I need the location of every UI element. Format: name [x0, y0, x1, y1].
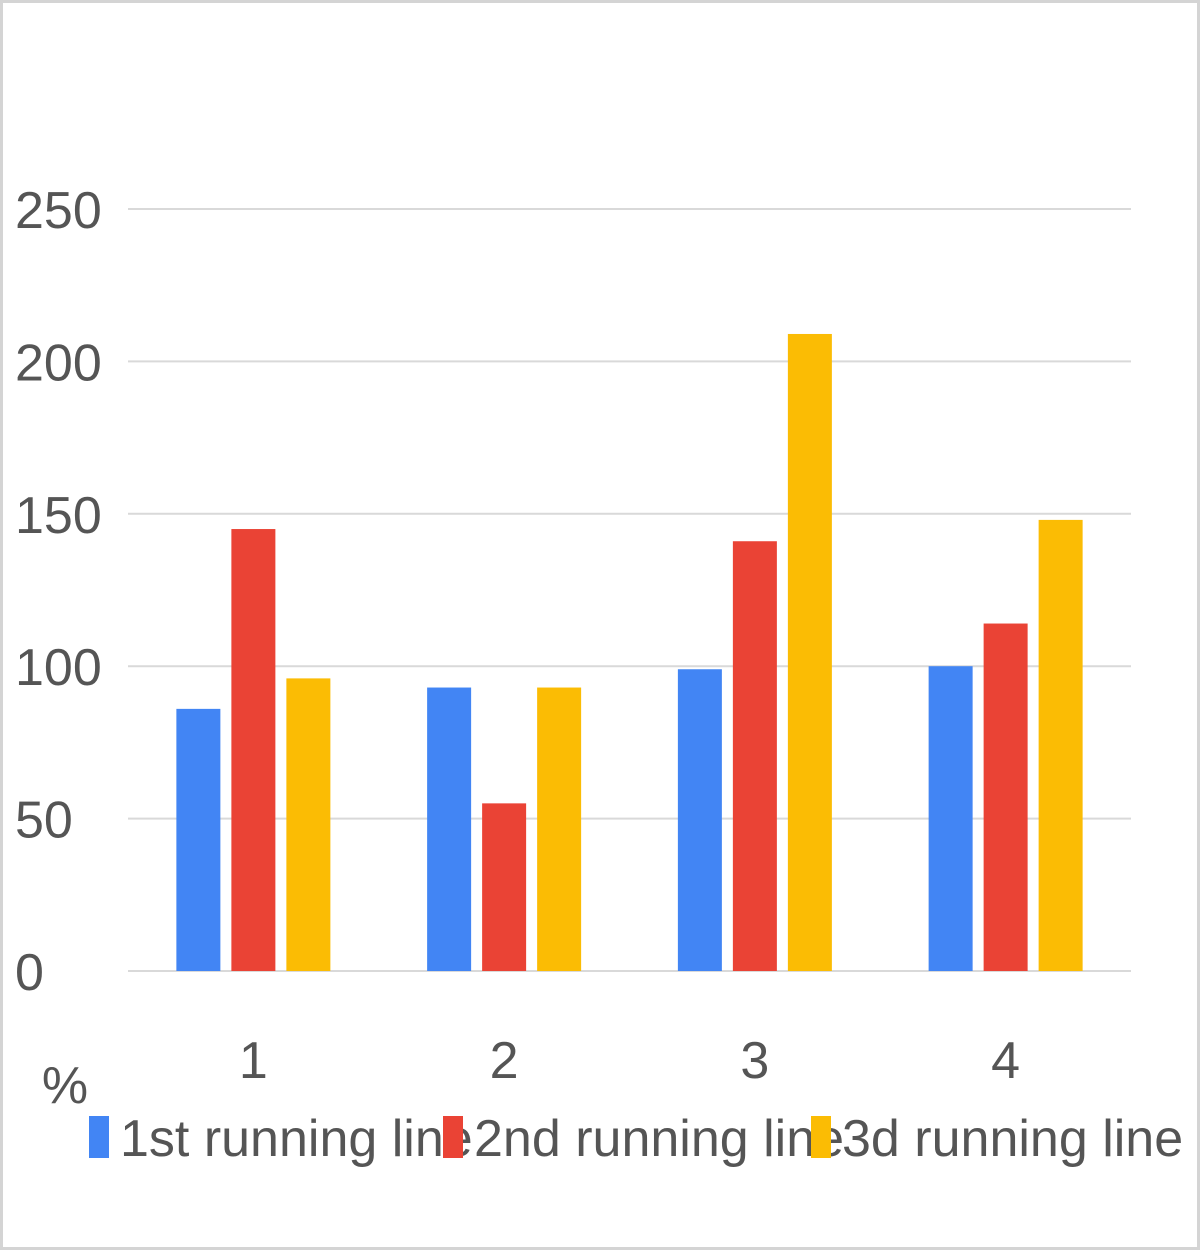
bar-series3-cat3	[787, 333, 832, 971]
bar-series2-cat3	[732, 541, 777, 971]
y-tick-label: 250	[15, 182, 102, 240]
legend-swatch-2	[443, 1116, 463, 1158]
legend-label-1: 1st running line	[120, 1110, 473, 1168]
bar-series1-cat4	[928, 666, 973, 971]
y-axis-tick-labels: 0 50 100 150 200 250	[15, 182, 102, 1002]
bar-series1-cat1	[176, 708, 221, 971]
bar-chart: 0 50 100 150 200 250 1 2 3 4 % 1st running line 2…	[15, 182, 1183, 1168]
bar-series1-cat2	[427, 687, 472, 971]
bar-series2-cat1	[231, 529, 276, 971]
bar-series3-cat1	[286, 678, 331, 971]
bars	[176, 333, 1083, 971]
y-tick-label: 0	[15, 944, 44, 1002]
bar-series1-cat3	[677, 669, 722, 971]
bar-series3-cat4	[1038, 519, 1083, 971]
legend-label-3: 3d running line	[842, 1110, 1183, 1168]
legend-label-2: 2nd running line	[474, 1110, 844, 1168]
x-tick-label: 2	[490, 1032, 519, 1090]
y-tick-label: 200	[15, 334, 102, 392]
x-tick-label: 3	[740, 1032, 769, 1090]
y-tick-label: 100	[15, 639, 102, 697]
bar-series2-cat2	[482, 803, 527, 971]
x-tick-label: 1	[239, 1032, 268, 1090]
y-tick-label: 50	[15, 792, 73, 850]
y-tick-label: 150	[15, 487, 102, 545]
x-tick-label: 4	[991, 1032, 1020, 1090]
y-axis-unit-label: %	[42, 1057, 88, 1115]
bar-series3-cat2	[537, 687, 582, 971]
legend-swatch-3	[811, 1116, 831, 1158]
x-axis-tick-labels: 1 2 3 4	[239, 1032, 1020, 1090]
gridlines	[128, 208, 1131, 972]
bar-series2-cat4	[983, 623, 1028, 971]
legend-swatch-1	[89, 1116, 109, 1158]
